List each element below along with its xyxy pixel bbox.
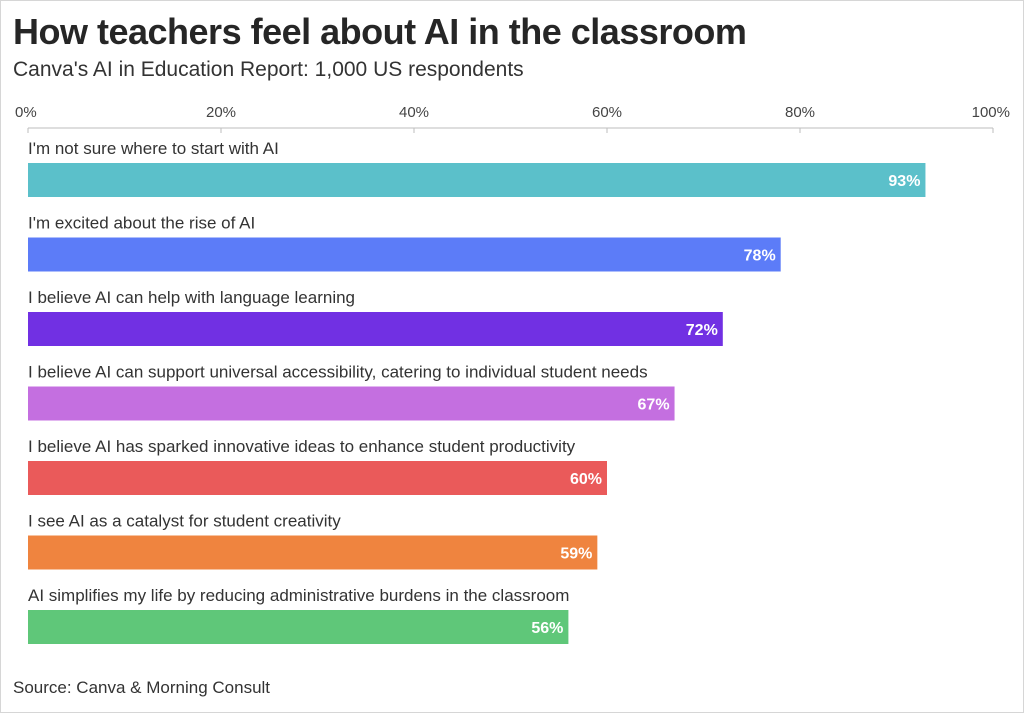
x-axis-tick-label: 100% <box>972 104 1010 121</box>
bar-value-label: 56% <box>531 620 563 637</box>
x-axis-tick-label: 20% <box>206 104 236 121</box>
bar <box>28 312 723 346</box>
bar <box>28 461 607 495</box>
category-label: I believe AI can support universal acces… <box>28 363 648 382</box>
bar <box>28 237 781 272</box>
source-note: Source: Canva & Morning Consult <box>13 678 271 697</box>
bar-value-label: 72% <box>686 322 718 339</box>
bar <box>28 610 569 644</box>
bar-value-label: 59% <box>560 546 592 563</box>
category-label: AI simplifies my life by reducing admini… <box>28 586 569 605</box>
x-axis-tick-label: 80% <box>785 104 815 121</box>
x-axis-tick-label: 0% <box>15 104 37 121</box>
bar-value-label: 93% <box>888 173 920 190</box>
bar-value-label: 67% <box>638 397 670 414</box>
chart-subtitle: Canva's AI in Education Report: 1,000 US… <box>13 58 524 81</box>
chart-title: How teachers feel about AI in the classr… <box>13 11 747 52</box>
bar <box>28 163 926 197</box>
x-axis-tick-label: 60% <box>592 104 622 121</box>
category-label: I believe AI has sparked innovative idea… <box>28 437 576 456</box>
category-label: I'm not sure where to start with AI <box>28 139 279 158</box>
x-axis-tick-label: 40% <box>399 104 429 121</box>
category-label: I'm excited about the rise of AI <box>28 214 255 233</box>
bar-value-label: 60% <box>570 471 602 488</box>
bar-value-label: 78% <box>744 248 776 265</box>
category-label: I see AI as a catalyst for student creat… <box>28 512 341 531</box>
bar <box>28 535 598 570</box>
bar <box>28 386 675 421</box>
category-label: I believe AI can help with language lear… <box>28 288 355 307</box>
